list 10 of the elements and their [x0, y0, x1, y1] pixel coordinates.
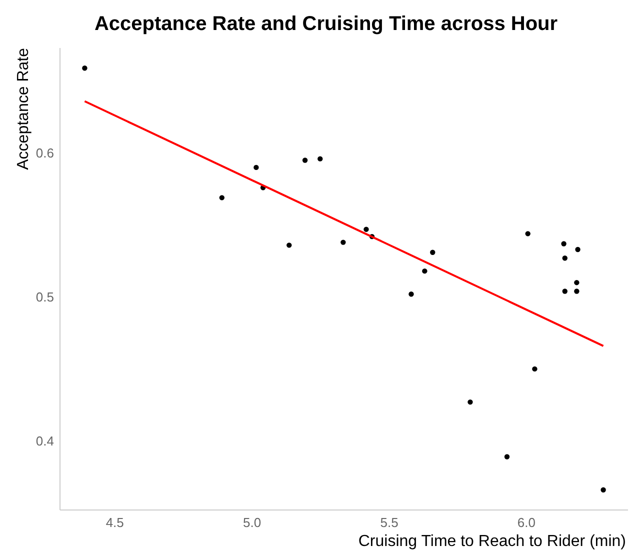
x-tick-label: 6.0 [517, 515, 536, 530]
x-axis-title: Cruising Time to Reach to Rider (min) [358, 533, 626, 550]
y-axis-title: Acceptance Rate [15, 48, 32, 170]
y-tick-label: 0.6 [36, 146, 54, 161]
x-tick-label: 5.0 [243, 515, 262, 530]
y-tick-label: 0.4 [36, 433, 54, 448]
y-tick-label: 0.5 [36, 290, 54, 305]
chart-title: Acceptance Rate and Cruising Time across Hour [94, 13, 558, 35]
x-tick-label: 4.5 [106, 515, 124, 530]
x-tick-label: 5.5 [380, 515, 398, 530]
